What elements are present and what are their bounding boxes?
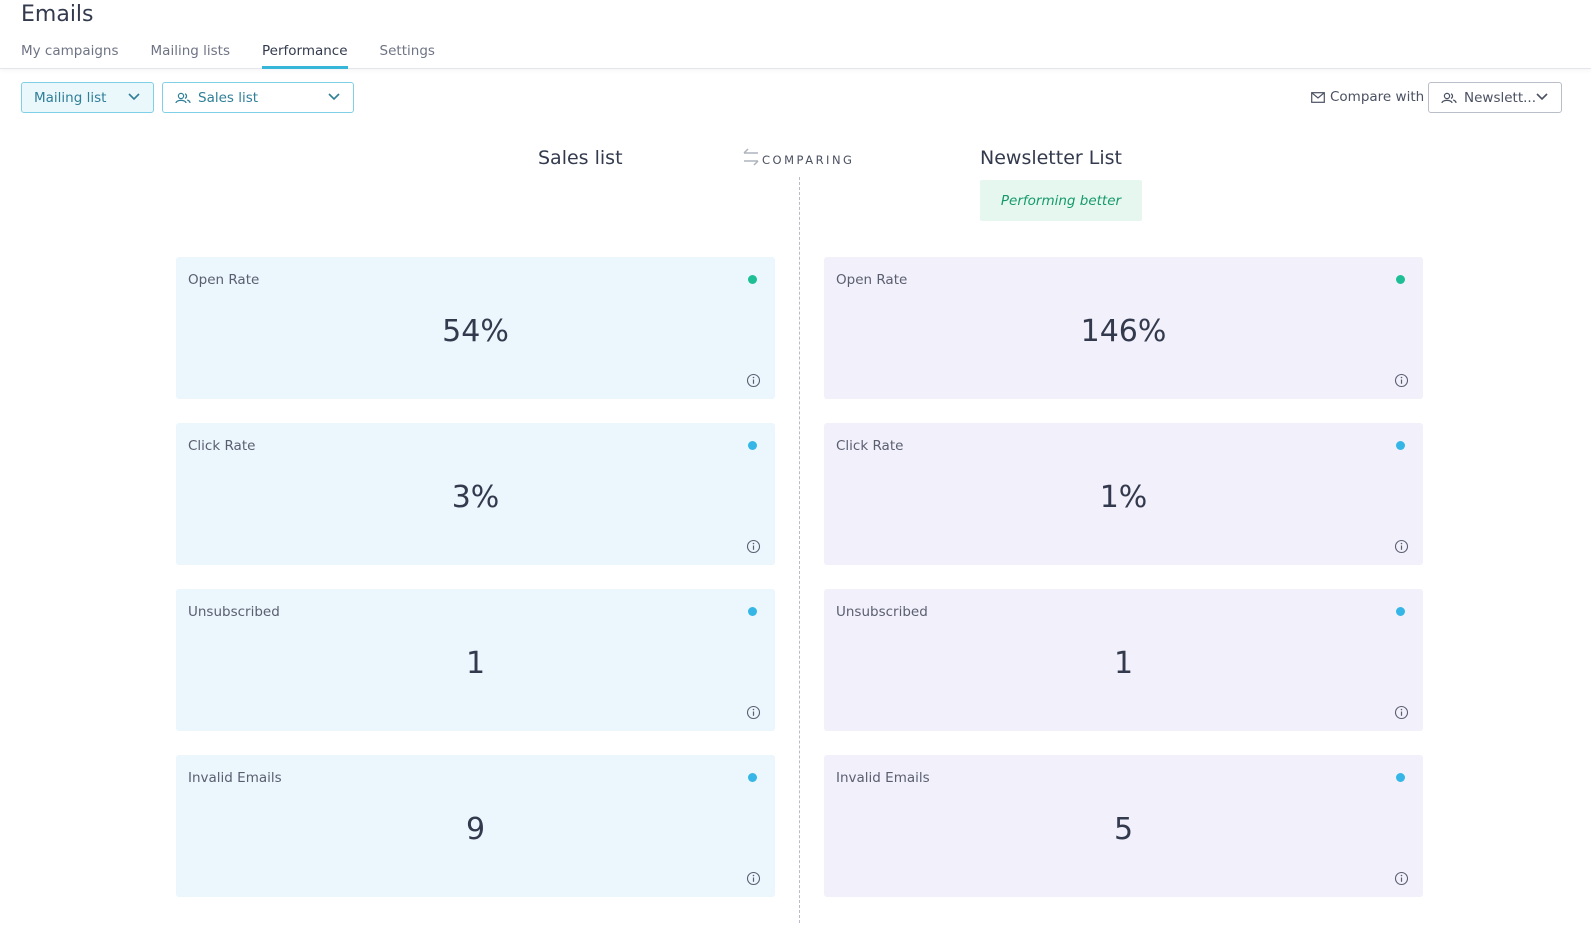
type-select-value: Mailing list — [34, 89, 107, 106]
chevron-down-icon — [128, 93, 140, 101]
tab-my-campaigns[interactable]: My campaigns — [21, 43, 119, 59]
status-dot — [748, 607, 757, 616]
metric-label: Open Rate — [836, 272, 908, 288]
status-dot — [748, 773, 757, 782]
status-dot — [1396, 275, 1405, 284]
metric-card-right-open-rate: Open Rate 146% — [824, 257, 1423, 399]
swap-arrows-icon — [743, 148, 759, 166]
type-select[interactable]: Mailing list — [21, 82, 154, 113]
info-icon[interactable] — [1394, 871, 1409, 886]
metric-value: 54% — [442, 314, 509, 349]
list-select-value: Sales list — [198, 89, 259, 106]
envelope-icon — [1311, 91, 1325, 103]
status-dot — [748, 441, 757, 450]
tab-performance[interactable]: Performance — [261, 42, 348, 69]
status-dot — [748, 275, 757, 284]
metric-card-right-invalid-emails: Invalid Emails 5 — [824, 755, 1423, 897]
metric-label: Click Rate — [188, 438, 256, 454]
status-dot — [1396, 441, 1405, 450]
metric-card-right-click-rate: Click Rate 1% — [824, 423, 1423, 565]
metric-value: 5 — [1113, 812, 1134, 847]
info-icon[interactable] — [746, 871, 761, 886]
list-select[interactable]: Sales list — [162, 82, 354, 113]
right-list-title: Newsletter List — [980, 147, 1122, 169]
tab-settings[interactable]: Settings — [379, 43, 435, 59]
info-icon[interactable] — [1394, 373, 1409, 388]
metric-card-left-invalid-emails: Invalid Emails 9 — [176, 755, 775, 897]
metric-value: 1 — [465, 646, 486, 681]
compare-select-value: Newslett... — [1464, 89, 1536, 106]
chevron-down-icon — [328, 93, 340, 101]
tab-mailing-lists[interactable]: Mailing lists — [150, 43, 230, 59]
info-icon[interactable] — [746, 373, 761, 388]
page-title: Emails — [21, 2, 94, 27]
metric-card-left-open-rate: Open Rate 54% — [176, 257, 775, 399]
info-icon[interactable] — [746, 539, 761, 554]
app-header: Emails My campaigns Mailing lists Perfor… — [0, 0, 1591, 69]
status-dot — [1396, 773, 1405, 782]
metric-value: 146% — [1080, 314, 1167, 349]
comparing-label: COMPARING — [762, 153, 855, 167]
left-list-title: Sales list — [538, 147, 623, 169]
compare-select[interactable]: Newslett... — [1428, 82, 1562, 113]
users-icon — [175, 92, 191, 103]
metric-label: Unsubscribed — [836, 604, 928, 620]
compare-with-text: Compare with — [1330, 89, 1425, 105]
metric-label: Invalid Emails — [836, 770, 930, 786]
info-icon[interactable] — [746, 705, 761, 720]
chevron-down-icon — [1536, 93, 1548, 101]
metric-label: Invalid Emails — [188, 770, 282, 786]
metric-label: Click Rate — [836, 438, 904, 454]
comparison-divider — [799, 177, 800, 923]
metric-value: 1% — [1099, 480, 1148, 515]
metric-label: Open Rate — [188, 272, 260, 288]
compare-with-label: Compare with — [1311, 89, 1424, 105]
metric-value: 9 — [465, 812, 486, 847]
comparing-indicator: COMPARING — [742, 147, 854, 167]
status-dot — [1396, 607, 1405, 616]
info-icon[interactable] — [1394, 705, 1409, 720]
metric-card-right-unsubscribed: Unsubscribed 1 — [824, 589, 1423, 731]
metric-value: 3% — [451, 480, 500, 515]
users-icon — [1441, 92, 1457, 103]
metric-card-left-click-rate: Click Rate 3% — [176, 423, 775, 565]
tab-bar: My campaigns Mailing lists Performance S… — [21, 42, 467, 69]
performance-badge: Performing better — [980, 180, 1142, 221]
metric-value: 1 — [1113, 646, 1134, 681]
metric-label: Unsubscribed — [188, 604, 280, 620]
info-icon[interactable] — [1394, 539, 1409, 554]
metric-card-left-unsubscribed: Unsubscribed 1 — [176, 589, 775, 731]
